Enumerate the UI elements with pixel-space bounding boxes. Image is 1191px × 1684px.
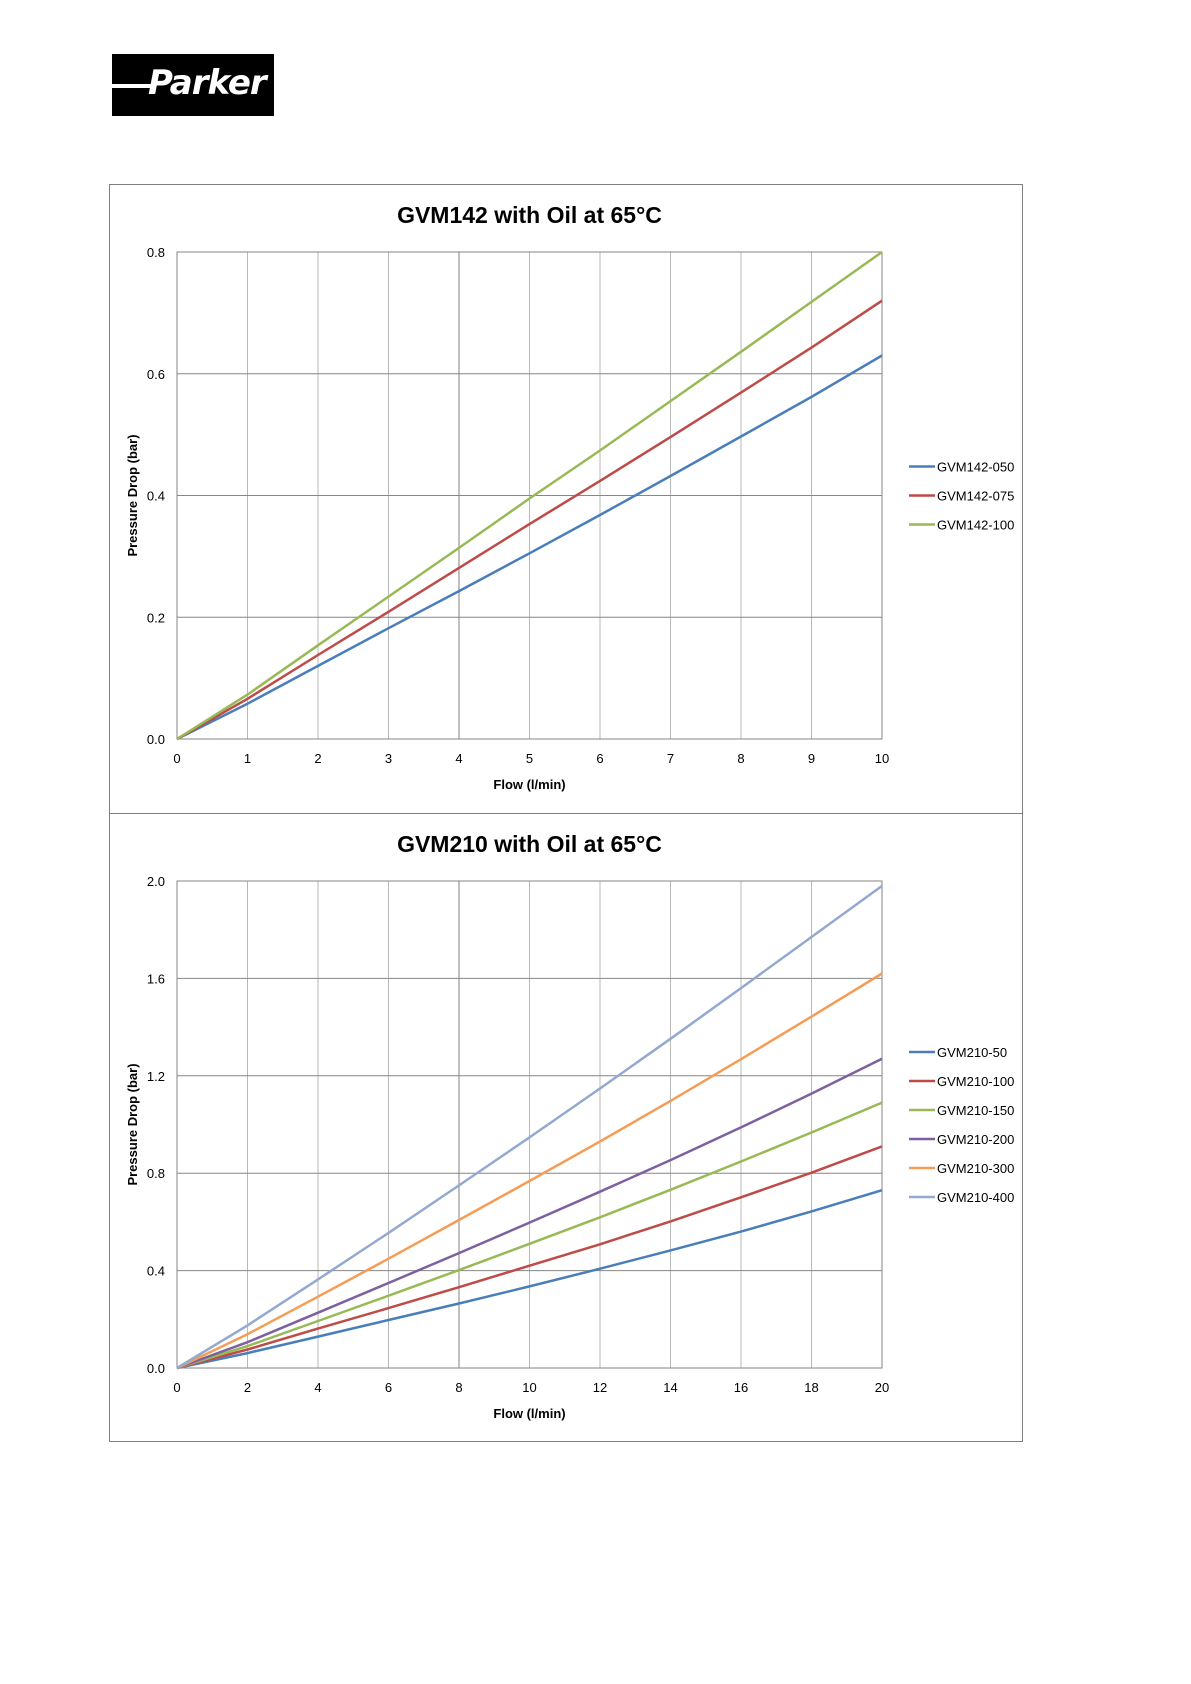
logo-wordmark: Parker bbox=[148, 63, 267, 103]
x-axis-label: Flow (l/min) bbox=[493, 1406, 565, 1421]
x-axis-label: Flow (l/min) bbox=[493, 777, 565, 792]
chart-divider bbox=[110, 813, 1022, 814]
x-tick-label: 3 bbox=[385, 751, 392, 766]
series-line-gvm210-400 bbox=[176, 884, 883, 1370]
legend-entry: GVM142-100 bbox=[937, 518, 1014, 533]
x-tick-label: 1 bbox=[244, 751, 251, 766]
chart-title: GVM210 with Oil at 65°C bbox=[397, 831, 662, 857]
legend-entry: GVM142-075 bbox=[937, 489, 1014, 504]
charts-frame: GVM142 with Oil at 65°C 0 1 2 3 4 5 6 7 8 9 10 0.0 0.… bbox=[109, 184, 1023, 1442]
x-tick-label: 7 bbox=[667, 751, 674, 766]
x-tick-label: 20 bbox=[875, 1380, 889, 1395]
legend-entry: GVM210-200 bbox=[937, 1132, 1014, 1147]
x-tick-label: 5 bbox=[526, 751, 533, 766]
parker-logo: Parker bbox=[112, 54, 274, 116]
x-tick-label: 4 bbox=[314, 1380, 321, 1395]
x-tick-label: 0 bbox=[173, 751, 180, 766]
legend-entry: GVM142-050 bbox=[937, 460, 1014, 475]
chart-panel-gvm210: GVM210 with Oil at 65°C 0 2 4 6 8 10 12 14 16 18 20… bbox=[110, 814, 1022, 1442]
y-tick-label: 0.4 bbox=[147, 1264, 165, 1279]
x-tick-label: 6 bbox=[385, 1380, 392, 1395]
x-tick-label: 10 bbox=[522, 1380, 536, 1395]
series-line-gvm142-075 bbox=[176, 299, 883, 741]
series-line-gvm210-300 bbox=[176, 972, 883, 1370]
series-line-gvm142-100 bbox=[176, 250, 883, 741]
legend-entry: GVM210-150 bbox=[937, 1103, 1014, 1118]
legend-entry: GVM210-400 bbox=[937, 1190, 1014, 1205]
y-tick-label: 0.6 bbox=[147, 367, 165, 382]
x-tick-label: 10 bbox=[875, 751, 889, 766]
x-tick-label: 6 bbox=[596, 751, 603, 766]
series-line-gvm210-150 bbox=[176, 1101, 883, 1370]
legend-entry: GVM210-50 bbox=[937, 1045, 1007, 1060]
y-tick-label: 2.0 bbox=[147, 874, 165, 889]
chart-panel-gvm142: GVM142 with Oil at 65°C 0 1 2 3 4 5 6 7 8 9 10 0.0 0.… bbox=[110, 185, 1022, 813]
x-tick-label: 2 bbox=[314, 751, 321, 766]
series-line-gvm142-050 bbox=[176, 354, 883, 741]
x-tick-label: 2 bbox=[244, 1380, 251, 1395]
series-line-gvm210-200 bbox=[176, 1057, 883, 1370]
y-tick-label: 1.2 bbox=[147, 1069, 165, 1084]
legend-entry: GVM210-100 bbox=[937, 1074, 1014, 1089]
y-tick-label: 0.0 bbox=[147, 1361, 165, 1376]
y-tick-label: 0.2 bbox=[147, 610, 165, 625]
y-axis-label: Pressure Drop (bar) bbox=[125, 1063, 140, 1185]
chart-gvm142: GVM142 with Oil at 65°C 0 1 2 3 4 5 6 7 8 9 10 0.0 0.… bbox=[125, 202, 1014, 792]
y-axis-label: Pressure Drop (bar) bbox=[125, 434, 140, 556]
y-tick-label: 0.0 bbox=[147, 732, 165, 747]
y-tick-label: 1.6 bbox=[147, 971, 165, 986]
x-tick-label: 0 bbox=[173, 1380, 180, 1395]
x-tick-label: 16 bbox=[734, 1380, 748, 1395]
logo-stripe bbox=[112, 84, 152, 88]
x-tick-label: 18 bbox=[804, 1380, 818, 1395]
plot-area bbox=[176, 251, 883, 740]
x-tick-label: 4 bbox=[455, 751, 462, 766]
y-tick-label: 0.8 bbox=[147, 1166, 165, 1181]
series-line-gvm210-50 bbox=[176, 1189, 883, 1370]
x-tick-label: 12 bbox=[593, 1380, 607, 1395]
x-tick-label: 9 bbox=[808, 751, 815, 766]
series-line-gvm210-100 bbox=[176, 1145, 883, 1370]
y-tick-label: 0.8 bbox=[147, 245, 165, 260]
x-tick-label: 8 bbox=[455, 1380, 462, 1395]
chart-title: GVM142 with Oil at 65°C bbox=[397, 202, 662, 228]
legend-entry: GVM210-300 bbox=[937, 1161, 1014, 1176]
plot-area bbox=[176, 880, 883, 1369]
y-tick-label: 0.4 bbox=[147, 489, 165, 504]
x-tick-label: 14 bbox=[663, 1380, 677, 1395]
chart-gvm210: GVM210 with Oil at 65°C 0 2 4 6 8 10 12 14 16 18 20… bbox=[125, 831, 1014, 1421]
x-tick-label: 8 bbox=[737, 751, 744, 766]
